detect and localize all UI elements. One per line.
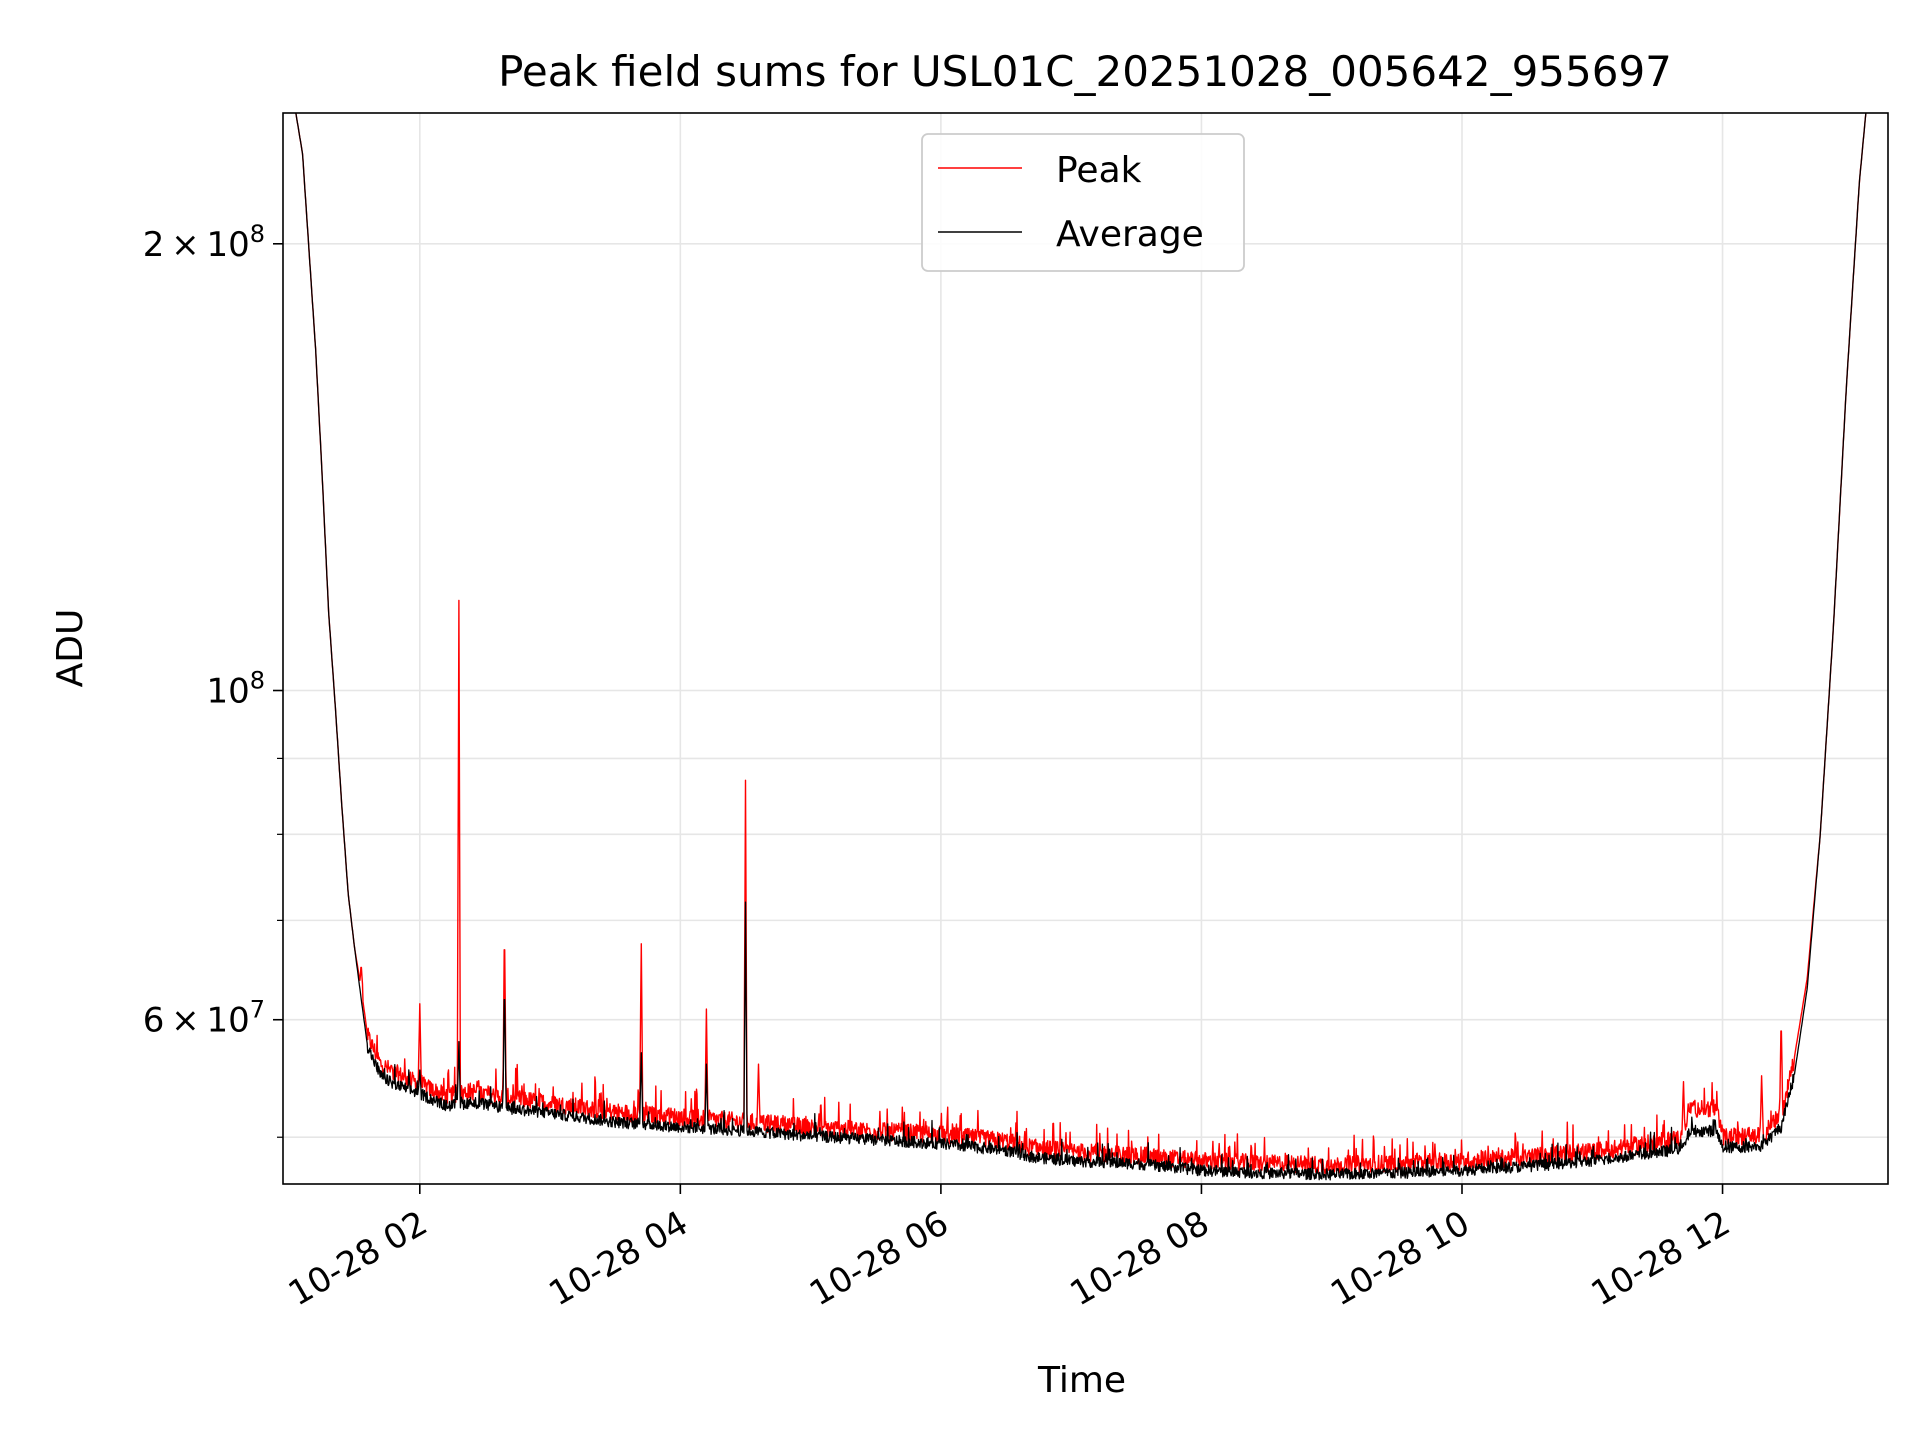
series-layer [295, 113, 1867, 1181]
x-axis-label: Time [1037, 1360, 1126, 1401]
grid [283, 113, 1888, 1184]
legend: Peak Average [921, 133, 1245, 272]
y-tick-label: 6 × 107 [143, 996, 265, 1041]
series-line-average [295, 113, 1867, 1181]
legend-average-label: Average [1056, 214, 1204, 255]
y-tick-mantissa: 2 [143, 225, 165, 265]
y-tick-exponent: 8 [250, 667, 265, 695]
y-tick-base: 10 [206, 672, 249, 712]
y-tick-label: 108 [206, 667, 265, 712]
y-tick-exponent: 7 [250, 996, 265, 1024]
y-tick-exponent: 8 [250, 220, 265, 248]
legend-peak-label: Peak [1056, 150, 1142, 191]
y-tick-base: 10 [206, 1001, 249, 1041]
series-peak [295, 113, 1867, 1175]
y-axis-label: ADU [50, 609, 91, 688]
plot-background [283, 113, 1888, 1184]
series-average [295, 113, 1867, 1181]
chart-title: Peak field sums for USL01C_20251028_0056… [498, 47, 1672, 96]
y-tick-base: 10 [206, 225, 249, 265]
series-line-peak [295, 113, 1867, 1175]
y-tick-mantissa: 6 [143, 1001, 165, 1041]
plot-frame [282, 112, 1889, 1185]
y-tick-label: 2 × 108 [143, 220, 265, 265]
